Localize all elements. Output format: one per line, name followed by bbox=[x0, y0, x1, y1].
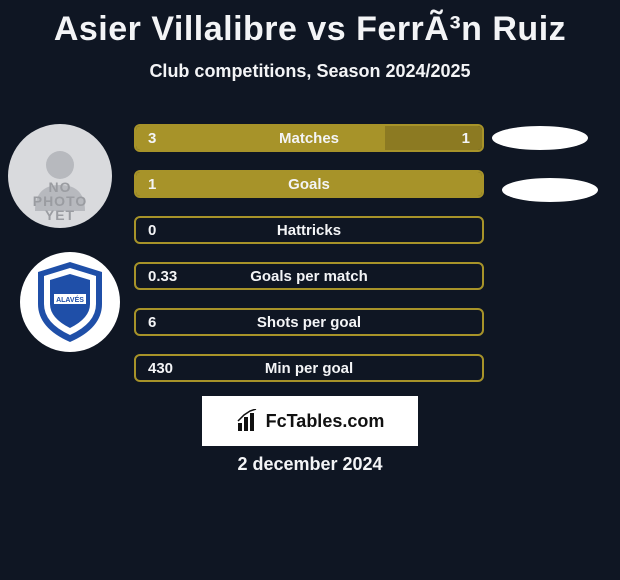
stat-row: 430Min per goal bbox=[134, 354, 484, 382]
opponent-marker-1 bbox=[492, 126, 588, 150]
stat-row: 0.33Goals per match bbox=[134, 262, 484, 290]
stat-label: Min per goal bbox=[136, 356, 482, 380]
club-badge: ALAVÉS bbox=[20, 252, 120, 352]
date-label: 2 december 2024 bbox=[0, 454, 620, 475]
alaves-crest-icon: ALAVÉS bbox=[34, 260, 106, 344]
stat-row: 6Shots per goal bbox=[134, 308, 484, 336]
stat-row: 1Goals bbox=[134, 170, 484, 198]
stat-bars: 31Matches 1Goals 0Hattricks 0.33Goals per m… bbox=[134, 124, 484, 400]
stat-label: Matches bbox=[136, 126, 482, 150]
stat-row: 0Hattricks bbox=[134, 216, 484, 244]
source-brand-text: FcTables.com bbox=[266, 411, 385, 432]
stat-label: Goals bbox=[136, 172, 482, 196]
bar-chart-icon bbox=[236, 409, 260, 433]
opponent-marker-2 bbox=[502, 178, 598, 202]
page-title: Asier Villalibre vs FerrÃ³n Ruiz bbox=[0, 0, 620, 49]
stat-label: Goals per match bbox=[136, 264, 482, 288]
stat-label: Shots per goal bbox=[136, 310, 482, 334]
comparison-card: Asier Villalibre vs FerrÃ³n Ruiz Club co… bbox=[0, 0, 620, 580]
player-photo-placeholder: NO PHOTO YET bbox=[8, 124, 112, 228]
subtitle: Club competitions, Season 2024/2025 bbox=[0, 61, 620, 82]
no-photo-line3: YET bbox=[45, 207, 75, 223]
source-badge: FcTables.com bbox=[202, 396, 418, 446]
no-photo-label: NO PHOTO YET bbox=[8, 180, 112, 222]
club-badge-text: ALAVÉS bbox=[56, 295, 84, 304]
stat-label: Hattricks bbox=[136, 218, 482, 242]
stat-row: 31Matches bbox=[134, 124, 484, 152]
